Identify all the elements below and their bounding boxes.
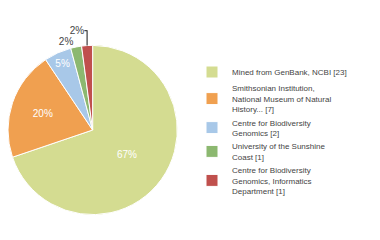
svg-text:Mined from GenBank, NCBI [23]: Mined from GenBank, NCBI [23] (232, 68, 347, 77)
svg-text:20%: 20% (33, 108, 53, 119)
svg-text:67%: 67% (117, 149, 137, 160)
svg-text:5%: 5% (55, 58, 70, 69)
svg-text:Centre for BiodiversityGenomic: Centre for BiodiversityGenomics [2] (232, 119, 311, 138)
svg-text:Smithsonian Institution,Nation: Smithsonian Institution,National Museum … (232, 84, 331, 114)
svg-text:2%: 2% (59, 36, 74, 47)
svg-text:Centre for BiodiversityGenomic: Centre for BiodiversityGenomics, Informa… (232, 166, 312, 196)
svg-text:2%: 2% (70, 25, 85, 36)
svg-text:University of the SunshineCoas: University of the SunshineCoast [1] (232, 142, 325, 161)
